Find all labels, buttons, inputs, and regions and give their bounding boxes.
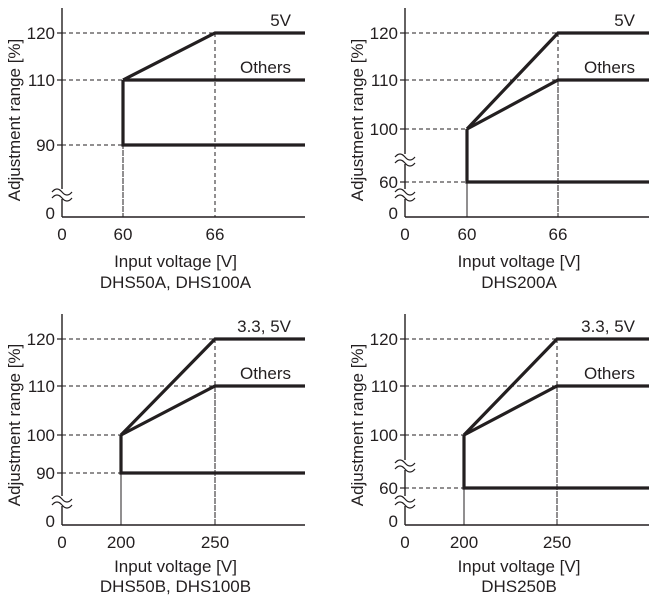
axis-break-mark <box>394 194 416 202</box>
y-tick-label: 120 <box>27 330 55 349</box>
x-axis-label: Input voltage [V] <box>458 252 581 271</box>
axis-break-mask <box>394 154 416 164</box>
y-tick-label: 110 <box>371 377 398 396</box>
series-label: 5V <box>614 11 635 30</box>
x-tick-label: 200 <box>450 533 478 552</box>
series-line-3 <box>462 435 649 490</box>
chart-panel-3: 0 90 100 110 120 0 200 250 3.3, 5V Others Input vo… <box>5 314 305 595</box>
y-tick-label: 60 <box>379 479 398 498</box>
y-tick-label: 60 <box>379 173 398 192</box>
x-tick-label: 66 <box>206 225 225 244</box>
x-tick-label: 60 <box>458 225 477 244</box>
x-axis-label: Input voltage [V] <box>458 557 581 576</box>
y-tick-label: 100 <box>370 426 398 445</box>
x-tick-label: 0 <box>400 225 409 244</box>
axis-break-mask <box>51 496 73 506</box>
axis-break-mark <box>51 495 73 503</box>
x-tick-label: 66 <box>549 225 568 244</box>
chart-caption: DHS250B <box>481 577 557 595</box>
x-tick-label: 60 <box>114 225 133 244</box>
y-tick-label: 90 <box>36 136 55 155</box>
series-line-1 <box>462 337 649 437</box>
series-label: 3.3, 5V <box>237 317 292 336</box>
x-tick-label: 200 <box>107 533 135 552</box>
chart-panel-4: 0 60 100 110 120 0 200 250 3.3, 5V Others Input vo… <box>348 314 649 595</box>
axis-break-mark <box>394 159 416 167</box>
series-label: Others <box>240 364 291 383</box>
y-axis-label: Adjustment range [%] <box>5 344 24 507</box>
series-line-3 <box>465 129 649 184</box>
axis-break-mask <box>51 189 73 199</box>
axis-break-mark <box>394 153 416 161</box>
x-tick-label: 250 <box>201 533 229 552</box>
axis-break-mark <box>394 188 416 196</box>
axis-break-mark <box>394 459 416 467</box>
chart-caption: DHS50B, DHS100B <box>100 577 251 595</box>
series-line-3 <box>119 435 305 475</box>
y-axis-label: Adjustment range [%] <box>348 39 367 202</box>
y-tick-label: 0 <box>46 204 55 223</box>
axis-break-mark <box>51 188 73 196</box>
axis-break-mark <box>51 501 73 509</box>
axis-break-mark <box>394 495 416 503</box>
x-tick-label: 0 <box>57 225 66 244</box>
x-tick-label: 250 <box>543 533 571 552</box>
y-tick-label: 0 <box>389 512 398 531</box>
y-tick-label: 120 <box>370 330 398 349</box>
y-tick-label: 0 <box>46 512 55 531</box>
series-line-2 <box>466 78 649 131</box>
axis-break-mask <box>394 189 416 199</box>
axis-break-mark <box>394 465 416 473</box>
chart-panel-1: 0 90 110 120 0 60 66 5V Others Input voltage [V] D… <box>5 8 305 292</box>
y-tick-label: 110 <box>28 377 55 396</box>
series-label: Others <box>240 58 291 77</box>
y-axis-label: Adjustment range [%] <box>348 344 367 507</box>
y-tick-label: 120 <box>27 24 55 43</box>
series-line-3 <box>121 80 305 147</box>
series-label: 5V <box>270 11 291 30</box>
series-line-2 <box>120 384 305 437</box>
axis-break-mask <box>394 496 416 506</box>
x-axis-label: Input voltage [V] <box>114 252 237 271</box>
axis-break-mask <box>394 460 416 470</box>
x-tick-label: 0 <box>400 533 409 552</box>
x-axis-label: Input voltage [V] <box>114 557 237 576</box>
chart-caption: DHS200A <box>481 273 557 292</box>
series-label: Others <box>584 58 635 77</box>
series-line-1 <box>122 31 305 82</box>
series-line-1 <box>119 337 305 437</box>
y-tick-label: 120 <box>370 24 398 43</box>
chart-panel-2: 0 60 100 110 120 0 60 66 5V Others Input voltage [… <box>348 8 649 292</box>
x-tick-label: 0 <box>57 533 66 552</box>
y-axis-label: Adjustment range [%] <box>5 39 24 202</box>
y-tick-label: 100 <box>27 426 55 445</box>
y-tick-label: 110 <box>28 71 55 90</box>
series-line-2 <box>463 384 649 437</box>
chart-caption: DHS50A, DHS100A <box>100 273 252 292</box>
axis-break-mark <box>51 194 73 202</box>
y-tick-label: 0 <box>389 204 398 223</box>
axis-break-mark <box>394 501 416 509</box>
series-line-1 <box>465 31 649 131</box>
y-tick-label: 110 <box>371 71 398 90</box>
series-label: 3.3, 5V <box>581 317 636 336</box>
series-label: Others <box>584 364 635 383</box>
y-tick-label: 100 <box>370 120 398 139</box>
y-tick-label: 90 <box>36 464 55 483</box>
